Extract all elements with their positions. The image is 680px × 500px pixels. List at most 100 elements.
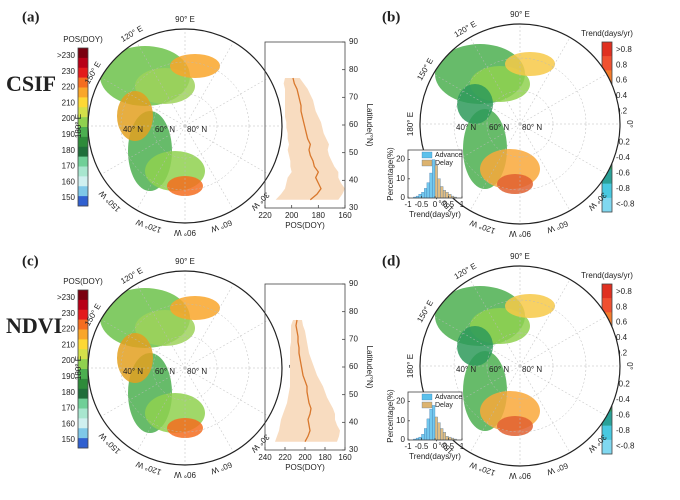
y-tick-label: 20 <box>396 397 405 406</box>
colorbar-segment <box>78 107 88 118</box>
graticule <box>136 367 186 453</box>
map-label: 90° E <box>510 252 530 261</box>
latitude-label: 80° N <box>187 367 207 376</box>
colorbar-label: 190 <box>62 130 76 139</box>
graticule <box>100 77 186 127</box>
panel-label: (a) <box>22 9 40 25</box>
x-tick-label: 160 <box>338 453 352 462</box>
y-tick-label: 20 <box>396 155 405 164</box>
colorbar-label: 200 <box>62 356 76 365</box>
graticule <box>519 315 607 367</box>
land <box>100 288 220 438</box>
colorbar-segment <box>78 57 88 69</box>
map-label: 180° E <box>406 354 415 378</box>
colorbar-segment <box>78 136 88 148</box>
y-tick-label: 40 <box>349 175 358 184</box>
x-tick-label: 0 <box>433 442 438 451</box>
histogram-bar <box>434 416 438 441</box>
colorbar-label: >230 <box>57 293 76 302</box>
latitude-label: 40° N <box>456 123 476 132</box>
colorbar-label: <-0.8 <box>616 199 635 208</box>
y-axis-label: Percentage(%) <box>386 147 395 201</box>
colorbar-label: 150 <box>62 193 76 202</box>
histogram-bar <box>421 434 425 441</box>
y-tick-label: 10 <box>396 416 405 425</box>
histogram-bar <box>426 418 430 441</box>
colorbar-segment <box>78 339 88 350</box>
map-label: 60° W <box>545 219 569 235</box>
graticule <box>184 125 234 211</box>
colorbar-segment <box>78 378 88 390</box>
latitude-label: 40° N <box>123 367 143 376</box>
land-area <box>505 294 555 318</box>
land-area <box>135 310 195 346</box>
y-axis-label: Percentage(%) <box>386 389 395 443</box>
y-tick-label: 30 <box>349 445 358 454</box>
colorbar-segment <box>78 176 88 187</box>
colorbar-segment <box>78 97 88 108</box>
map-outline <box>419 23 621 225</box>
map-label: 180° E <box>74 356 83 380</box>
histogram-bar <box>440 428 444 441</box>
colorbar-segment <box>78 156 88 167</box>
colorbar-label: -0.4 <box>616 153 630 162</box>
colorbar-segment <box>602 42 612 57</box>
panel-label: (b) <box>382 9 400 25</box>
colorbar-label: 150 <box>62 435 76 444</box>
histogram-bar <box>448 194 452 199</box>
pos-line <box>295 319 312 443</box>
colorbar-segment <box>602 425 612 441</box>
graticule <box>519 279 571 367</box>
colorbar-segment <box>78 146 88 157</box>
graticule <box>519 73 607 125</box>
colorbar-segment <box>602 298 612 313</box>
colorbar-label: -0.8 <box>616 184 630 193</box>
map-label: 180° E <box>406 112 415 136</box>
colorbar-label: -0.8 <box>616 426 630 435</box>
histogram-bar <box>448 436 452 441</box>
histogram-bar <box>445 436 449 441</box>
histogram-bar <box>442 432 446 441</box>
spread-band <box>275 319 340 442</box>
x-axis-label: Trend(days/yr) <box>409 452 461 461</box>
histogram-bar <box>445 192 449 199</box>
colorbar-label: 190 <box>62 372 76 381</box>
x-tick-label: -0.5 <box>415 200 429 209</box>
colorbar-label: 210 <box>62 98 76 107</box>
colorbar-label: 0.8 <box>616 60 628 69</box>
y-tick-label: 80 <box>349 307 358 316</box>
colorbar-segment <box>78 349 88 360</box>
y-tick-label: 50 <box>349 148 358 157</box>
colorbar-label: 0.4 <box>616 333 628 342</box>
row-label: NDVI <box>6 313 62 338</box>
x-tick-label: 180 <box>312 211 326 220</box>
y-tick-label: 50 <box>349 390 358 399</box>
colorbar-label: 180 <box>62 146 76 155</box>
latitude-label: 80° N <box>187 125 207 134</box>
y-tick-label: 60 <box>349 120 358 129</box>
graticule <box>136 283 186 369</box>
colorbar-segment <box>78 369 88 380</box>
y-tick-label: 60 <box>349 362 358 371</box>
y-tick-label: 30 <box>349 203 358 212</box>
map-label: 90° E <box>175 15 195 24</box>
latitude-label: 60° N <box>155 367 175 376</box>
colorbar-label: -0.6 <box>616 168 630 177</box>
graticule <box>184 77 270 127</box>
colorbar-title: POS(DOY) <box>63 277 103 286</box>
land-area <box>497 416 533 436</box>
colorbar-segment <box>602 411 612 426</box>
x-tick-label: 160 <box>338 211 352 220</box>
colorbar-segment <box>78 87 88 98</box>
land-area <box>497 174 533 194</box>
map-outline <box>419 265 621 467</box>
colorbar-segment <box>602 197 612 213</box>
colorbar-segment <box>78 438 88 449</box>
legend-label: Delay <box>435 160 453 167</box>
x-axis-label: Trend(days/yr) <box>409 210 461 219</box>
graticule <box>184 319 270 369</box>
colorbar-segment <box>78 299 88 311</box>
colorbar-segment <box>78 359 88 370</box>
